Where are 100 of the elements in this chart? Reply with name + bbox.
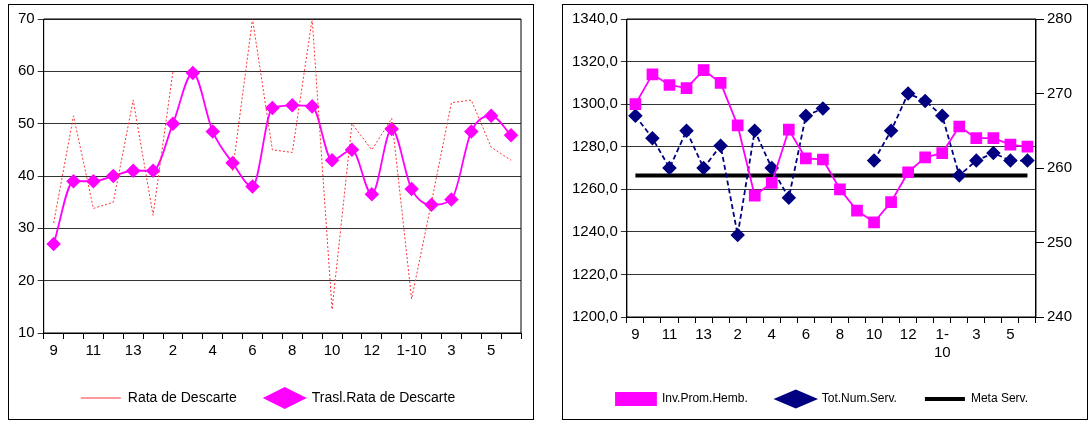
point <box>986 146 1001 160</box>
point <box>781 190 796 205</box>
x-tick-label: 10 <box>323 341 341 359</box>
y-tick-label: 1260,0 <box>571 179 618 197</box>
point <box>834 183 846 196</box>
point <box>902 166 914 179</box>
x-tick-label: 13 <box>124 341 142 359</box>
point <box>345 142 359 157</box>
point <box>867 153 881 168</box>
x-tick-label: 5 <box>1006 325 1015 343</box>
point <box>629 98 642 110</box>
point <box>936 147 949 159</box>
point <box>166 116 180 131</box>
x-tick-label: 12 <box>363 341 381 359</box>
y-tick-label: 1240,0 <box>571 222 618 239</box>
point <box>765 177 778 189</box>
point <box>126 163 141 178</box>
y2-tick-label: 280 <box>1046 9 1072 27</box>
y-tick-label: 1220,0 <box>571 264 618 282</box>
point <box>782 123 795 136</box>
y2-tick-label: 270 <box>1046 83 1072 101</box>
point <box>713 138 728 153</box>
point <box>714 77 727 89</box>
point <box>1003 153 1018 168</box>
point <box>697 64 710 76</box>
x-tick-label: 3 <box>447 341 456 359</box>
y2-tick-label: 260 <box>1046 158 1072 176</box>
point <box>66 174 81 189</box>
point <box>404 182 419 196</box>
point <box>464 124 479 139</box>
x-tick-label: 1-10 <box>933 325 951 361</box>
y-tick-label: 50 <box>18 113 35 131</box>
point <box>245 179 260 194</box>
point <box>764 161 779 175</box>
point <box>680 82 693 95</box>
point <box>885 196 897 208</box>
point <box>868 216 880 229</box>
point <box>444 192 459 207</box>
point <box>884 123 898 138</box>
point <box>663 79 676 91</box>
x-tick-label: 5 <box>487 341 496 359</box>
point <box>798 108 813 123</box>
x-tick-label: 2 <box>168 341 178 359</box>
y-tick-label: 1300,0 <box>571 94 618 112</box>
x-tick-label: 11 <box>85 341 102 359</box>
point <box>106 169 121 183</box>
point <box>935 108 950 123</box>
x-tick-label: 1-10 <box>396 341 427 359</box>
x-tick-label: 8 <box>288 341 297 359</box>
legend-label: Tot.Num.Serv. <box>821 391 897 406</box>
y-tick-label: 60 <box>18 61 35 79</box>
x-tick-label: 3 <box>972 325 981 343</box>
point <box>851 204 863 217</box>
point <box>384 122 399 136</box>
legend-label: Rata de Descarte <box>127 388 237 405</box>
x-tick-label: 13 <box>695 325 712 343</box>
point <box>646 68 659 81</box>
y-tick-label: 70 <box>18 9 35 27</box>
y-tick-label: 40 <box>18 166 35 184</box>
point <box>504 128 518 143</box>
point <box>645 131 660 146</box>
point <box>1020 153 1035 168</box>
point <box>1021 140 1034 153</box>
point <box>696 161 711 175</box>
point <box>305 99 320 114</box>
y-tick-label: 1280,0 <box>571 136 618 154</box>
point <box>325 153 339 168</box>
point <box>901 86 916 101</box>
y-tick-label: 1320,0 <box>571 51 618 69</box>
y-tick-label: 1200,0 <box>571 307 618 325</box>
x-tick-label: 11 <box>661 325 678 343</box>
point <box>285 98 300 113</box>
point <box>185 66 200 80</box>
x-tick-label: 8 <box>835 325 845 343</box>
x-tick-label: 10 <box>865 325 883 343</box>
point <box>919 151 932 164</box>
point <box>748 189 761 202</box>
point <box>484 108 499 123</box>
point <box>952 168 967 183</box>
legend-label: Meta Serv. <box>970 391 1029 406</box>
point <box>747 123 762 138</box>
x-tick-label: 2 <box>733 325 742 343</box>
x-tick-label: 6 <box>801 325 811 343</box>
point <box>816 101 830 116</box>
x-tick-label: 6 <box>248 341 257 359</box>
point <box>800 152 812 165</box>
point <box>730 228 745 242</box>
point <box>987 132 1000 145</box>
point <box>662 161 677 175</box>
point <box>817 153 829 166</box>
point <box>364 187 379 202</box>
point <box>205 124 220 139</box>
y2-tick-label: 240 <box>1046 307 1072 325</box>
x-tick-label: 4 <box>208 341 217 359</box>
y2-tick-label: 250 <box>1046 232 1072 250</box>
point <box>731 119 744 132</box>
y-tick-label: 30 <box>18 218 35 236</box>
point <box>46 237 61 251</box>
point <box>969 153 984 168</box>
x-tick-label: 9 <box>631 325 640 343</box>
